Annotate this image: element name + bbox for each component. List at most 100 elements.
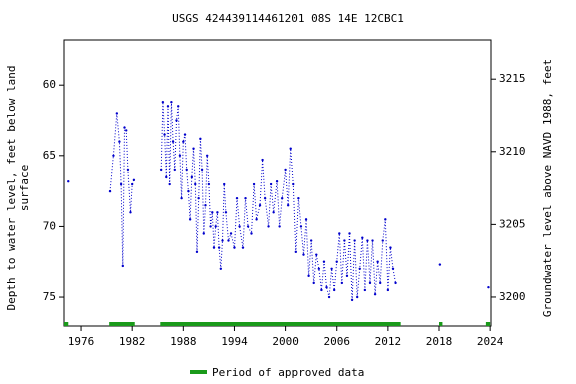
data-point bbox=[212, 246, 216, 249]
data-point bbox=[207, 182, 211, 186]
y2-tick-label: 3215 bbox=[499, 72, 526, 85]
data-point bbox=[361, 236, 364, 239]
data-point bbox=[343, 239, 346, 242]
data-point bbox=[233, 246, 236, 249]
data-point bbox=[284, 168, 287, 172]
data-point bbox=[180, 196, 183, 200]
data-point bbox=[163, 133, 166, 136]
data-point bbox=[381, 239, 384, 242]
approved-period bbox=[109, 322, 135, 326]
data-point bbox=[129, 211, 132, 214]
y-tick-label: 60 bbox=[43, 78, 56, 91]
plot-frame bbox=[63, 39, 492, 327]
data-point bbox=[309, 239, 313, 242]
data-point bbox=[330, 267, 333, 270]
data-point bbox=[67, 180, 70, 183]
data-point bbox=[379, 281, 382, 285]
y-tick-label: 70 bbox=[43, 219, 56, 232]
data-point bbox=[267, 225, 270, 228]
approved-period bbox=[64, 322, 69, 326]
data-point bbox=[219, 267, 223, 270]
x-tick-label: 1976 bbox=[68, 335, 95, 348]
data-point bbox=[170, 100, 173, 104]
y-tick-label: 65 bbox=[43, 149, 56, 162]
data-point bbox=[335, 260, 338, 263]
data-point bbox=[363, 288, 367, 292]
x-tick-label: 2018 bbox=[426, 335, 453, 348]
data-point bbox=[200, 168, 204, 172]
data-point bbox=[183, 133, 187, 136]
data-point bbox=[197, 196, 200, 200]
y2-tick-label: 3210 bbox=[499, 145, 526, 158]
data-point bbox=[246, 225, 250, 228]
data-point bbox=[299, 225, 303, 228]
data-point bbox=[115, 112, 119, 115]
data-point bbox=[255, 218, 258, 221]
data-point bbox=[487, 285, 490, 289]
data-point bbox=[205, 154, 209, 158]
series-line bbox=[110, 102, 488, 300]
data-point bbox=[286, 204, 290, 207]
data-point bbox=[366, 239, 369, 242]
x-tick-label: 2006 bbox=[323, 335, 350, 348]
data-point bbox=[376, 260, 379, 263]
data-point bbox=[238, 225, 241, 228]
data-point bbox=[159, 168, 163, 172]
data-point bbox=[304, 218, 308, 221]
data-point bbox=[130, 182, 134, 186]
data-point bbox=[177, 105, 180, 108]
x-tick-label: 1982 bbox=[119, 335, 146, 348]
data-point bbox=[112, 154, 115, 158]
data-point bbox=[229, 232, 233, 235]
data-point bbox=[165, 175, 168, 179]
data-point bbox=[188, 218, 192, 221]
data-point bbox=[227, 239, 230, 242]
data-point bbox=[317, 267, 321, 270]
data-point bbox=[325, 285, 328, 289]
data-point bbox=[182, 140, 185, 143]
data-point bbox=[312, 281, 315, 285]
data-point bbox=[166, 105, 170, 108]
data-point bbox=[214, 225, 217, 228]
data-point bbox=[190, 175, 194, 179]
data-point bbox=[373, 293, 377, 296]
data-point bbox=[250, 232, 253, 235]
data-point bbox=[202, 232, 205, 235]
data-point bbox=[185, 168, 188, 172]
data-point bbox=[350, 298, 354, 302]
data-point bbox=[261, 158, 264, 162]
data-point bbox=[368, 281, 372, 285]
data-point bbox=[355, 295, 359, 299]
data-point bbox=[209, 225, 212, 228]
legend-label: Period of approved data bbox=[212, 366, 364, 379]
data-point bbox=[278, 225, 281, 228]
data-point bbox=[315, 253, 318, 256]
data-point bbox=[340, 281, 344, 285]
y-axis-label: Depth to water level, feet below land bbox=[5, 65, 18, 310]
data-point bbox=[297, 196, 300, 200]
data-point bbox=[187, 189, 190, 193]
y-axis-label: surface bbox=[18, 165, 31, 211]
data-point bbox=[391, 267, 395, 270]
data-point bbox=[386, 288, 390, 292]
data-point bbox=[192, 147, 195, 150]
approved-period bbox=[439, 322, 443, 326]
data-point bbox=[126, 168, 130, 172]
data-point bbox=[384, 218, 387, 221]
data-point bbox=[371, 239, 374, 242]
x-tick-label: 1994 bbox=[221, 335, 248, 348]
data-point bbox=[121, 264, 125, 268]
data-point bbox=[269, 182, 273, 186]
y2-tick-label: 3205 bbox=[499, 217, 526, 230]
x-tick-label: 2024 bbox=[477, 335, 504, 348]
data-point bbox=[353, 239, 356, 242]
data-point bbox=[280, 196, 284, 200]
data-point bbox=[389, 246, 392, 249]
data-point bbox=[119, 182, 123, 186]
data-point bbox=[217, 246, 221, 249]
x-tick-label: 2012 bbox=[375, 335, 402, 348]
data-point bbox=[307, 274, 310, 278]
data-point bbox=[302, 253, 305, 256]
x-tick-label: 1988 bbox=[170, 335, 197, 348]
data-point bbox=[178, 154, 182, 158]
